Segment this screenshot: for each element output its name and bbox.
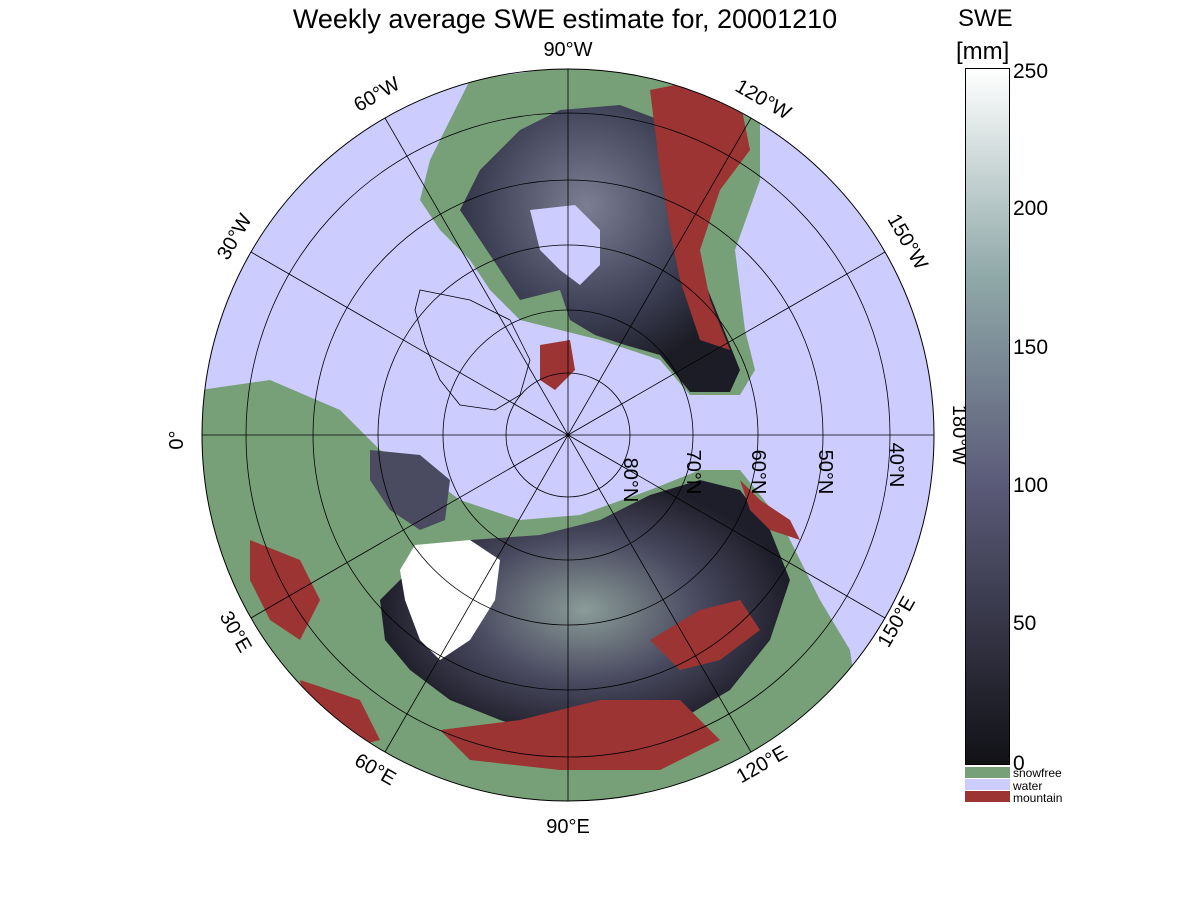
legend-label-snowfree: snowfree [1013,766,1062,780]
map-border [201,68,935,802]
colorbar-tick-50: 50 [1013,612,1037,635]
legend-label-water: water [1013,779,1043,793]
lon-label-90e: 90°E [546,816,590,838]
mountain-regions [250,80,800,770]
lat-label-60n: 60°N [747,450,769,495]
latitude-labels: 80°N 70°N 60°N 50°N 40°N [619,443,907,503]
longitude-graticule [202,69,934,801]
colorbar-tick-150: 150 [1013,336,1049,359]
lon-label-60w: 60°W [350,73,404,117]
colorbar-gradient [965,68,1010,765]
colorbar-title: SWE [958,5,1013,32]
map-title: Weekly average SWE estimate for, 2000121… [292,4,838,34]
legend-swatch-water [965,779,1010,790]
lat-label-70n: 70°N [682,450,704,495]
colorbar-tick-0: 0 [1013,752,1025,775]
lon-label-90w: 90°W [543,39,592,61]
legend-swatch-mountain [965,791,1010,802]
legend-swatch-snowfree [965,767,1010,778]
lat-label-50n: 50°N [814,450,836,495]
colorbar-tick-100: 100 [1013,474,1049,497]
colorbar-unit: [mm] [956,38,1010,65]
scandinavia [370,450,450,530]
lon-label-0: 0° [166,430,188,449]
lat-label-40n: 40°N [885,443,907,488]
europe-snow-white [400,540,500,660]
map-disc [202,69,934,801]
lat-label-80n: 80°N [619,458,641,503]
lon-label-180w: 180°W [948,405,970,465]
legend-label-mountain: mountain [1013,791,1063,805]
colorbar-tick-250: 250 [1013,60,1049,83]
colorbar-tick-200: 200 [1013,197,1049,220]
